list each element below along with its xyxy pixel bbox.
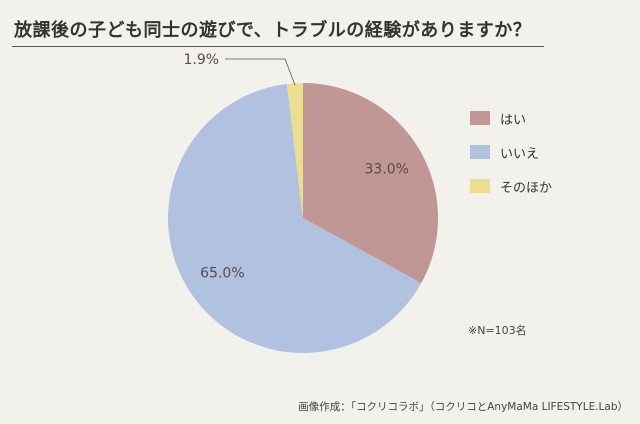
- slice-other: [286, 83, 303, 218]
- image-credit: 画像作成：「コクリコラボ」（コクリコとAnyMaMa LIFESTYLE.Lab…: [298, 401, 628, 413]
- legend: はい いいえ そのほか: [470, 110, 552, 212]
- leader-line-other: [225, 58, 296, 86]
- legend-item-yes: はい: [470, 110, 552, 128]
- legend-swatch-yes: [470, 111, 490, 125]
- slice-yes: [303, 83, 439, 284]
- slice-label-other: 1.9%: [183, 52, 219, 68]
- sample-size-note: ※N=103名: [468, 324, 527, 337]
- legend-label-other: そのほか: [500, 180, 553, 196]
- legend-item-other: そのほか: [470, 178, 553, 196]
- chart-title: 放課後の子ども同士の遊びで、トラブルの経験がありますか？: [14, 20, 532, 41]
- legend-label-no: いいえ: [500, 146, 540, 162]
- legend-swatch-no: [470, 145, 490, 159]
- legend-swatch-other: [470, 179, 490, 193]
- legend-label-yes: はい: [500, 112, 527, 128]
- slice-no: [167, 83, 422, 354]
- slice-label-yes: 33.0%: [364, 162, 408, 178]
- legend-item-no: いいえ: [470, 144, 552, 162]
- title-underline: [12, 46, 544, 47]
- slice-label-no: 65.0%: [200, 265, 244, 281]
